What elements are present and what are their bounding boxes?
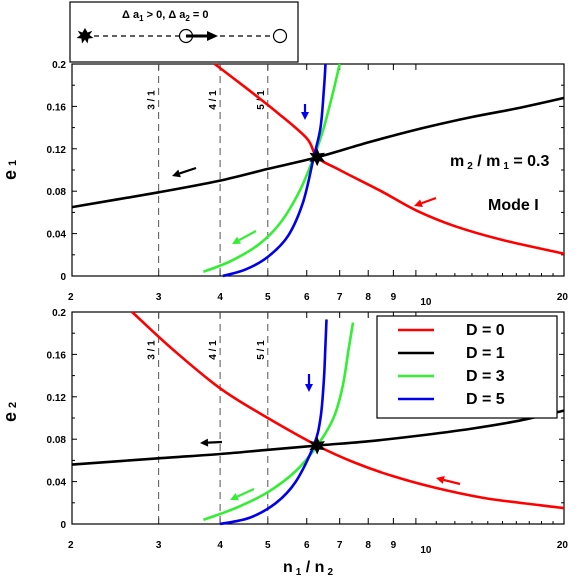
x-tick-label: 5 — [265, 292, 271, 303]
arrow-head — [301, 112, 309, 120]
star-marker — [309, 436, 325, 455]
arrow-head — [436, 476, 445, 484]
x-tick-label: 20 — [557, 292, 569, 303]
resonance-label: 5 / 1 — [256, 340, 267, 360]
star-marker — [309, 148, 325, 167]
direction-arrows — [172, 104, 461, 501]
arrow-right-icon — [207, 31, 218, 41]
arrow-head — [172, 169, 181, 178]
y-tick-label: 0.08 — [47, 435, 67, 446]
x-tick-label: 7 — [337, 292, 343, 303]
series-line-d=0 — [131, 311, 565, 510]
resonance-label: 3 / 1 — [147, 90, 158, 110]
arrow-head — [414, 199, 423, 208]
resonance-label: 4 / 1 — [208, 90, 219, 110]
x-tick-label: 8 — [365, 292, 371, 303]
mode-annotation: Mode I — [488, 197, 539, 214]
x-tick-label: 6 — [304, 292, 310, 303]
x-tick-label: 20 — [557, 540, 569, 551]
x-tick-label: 3 — [156, 292, 162, 303]
x-tick-label: 4 — [217, 540, 223, 551]
x-tick-label: 9 — [391, 292, 397, 303]
direction-arrow — [236, 488, 255, 498]
x-tick-label: 6 — [304, 540, 310, 551]
series-line-d=1 — [71, 96, 565, 209]
arrow-head — [200, 438, 209, 447]
y-tick-label: 0.2 — [52, 60, 66, 71]
series-line-d=5 — [222, 63, 327, 278]
x-tick-label: 10 — [420, 545, 432, 556]
direction-arrow — [238, 230, 257, 242]
y-tick-label: 0.04 — [47, 478, 67, 489]
y-tick-label: 0.2 — [52, 308, 66, 319]
direction-arrow — [207, 440, 223, 444]
legend-label: D = 3 — [466, 368, 505, 385]
legend-label: D = 0 — [466, 322, 505, 339]
x-tick-label: 7 — [337, 540, 343, 551]
x-tick-label: 9 — [391, 540, 397, 551]
y-tick-label: 0.12 — [47, 145, 67, 156]
legend-label: D = 5 — [466, 391, 505, 408]
x-tick-label: 5 — [265, 540, 271, 551]
arrow-head — [232, 236, 241, 244]
y-tick-label: 0.12 — [47, 393, 67, 404]
arrow-head — [305, 384, 313, 392]
legend: D = 0 D = 1 D = 3 D = 5 — [376, 315, 558, 419]
resonance-label: 4 / 1 — [208, 340, 219, 360]
arrow-head — [230, 493, 239, 501]
series-line-d=3 — [202, 63, 341, 274]
x-tick-label: 2 — [68, 292, 74, 303]
y-tick-label: 0.08 — [47, 187, 67, 198]
y-tick-label: 0.16 — [47, 350, 67, 361]
top-ylabel: e1 — [0, 160, 20, 180]
inset-schematic: Δ a1 > 0, Δ a2 = 0 — [69, 1, 299, 63]
y-tick-label: 0.04 — [47, 230, 67, 241]
x-tick-label: 2 — [68, 540, 74, 551]
x-tick-label: 10 — [420, 297, 432, 308]
series-line-d=1 — [71, 409, 565, 466]
direction-arrow — [179, 166, 197, 175]
legend-label: D = 1 — [466, 345, 505, 362]
bottom-ylabel: e2 — [0, 402, 20, 422]
top-panel-series — [71, 62, 565, 278]
series-line-d=0 — [213, 62, 565, 255]
inset-label: Δ a1 > 0, Δ a2 = 0 — [122, 9, 209, 23]
legend-frame — [376, 315, 558, 419]
resonance-label: 3 / 1 — [147, 340, 158, 360]
direction-arrow — [421, 196, 437, 205]
x-tick-label: 3 — [156, 540, 162, 551]
y-tick-label: 0 — [60, 520, 66, 531]
bottom-panel-series — [71, 311, 565, 526]
bottom-panel-axes: 0 0.04 0.08 0.12 0.16 0.2 2 3 4 5 6 7 8 9 10 20 3 / 1 4 /… — [47, 308, 569, 556]
series-line-d=3 — [202, 322, 355, 522]
y-tick-label: 0 — [60, 272, 66, 283]
circle-icon — [272, 28, 288, 44]
y-tick-label: 0.16 — [47, 102, 67, 113]
star-icon — [76, 28, 94, 44]
x-tick-label: 4 — [217, 292, 223, 303]
x-tick-label: 8 — [365, 540, 371, 551]
direction-arrow — [443, 478, 461, 486]
